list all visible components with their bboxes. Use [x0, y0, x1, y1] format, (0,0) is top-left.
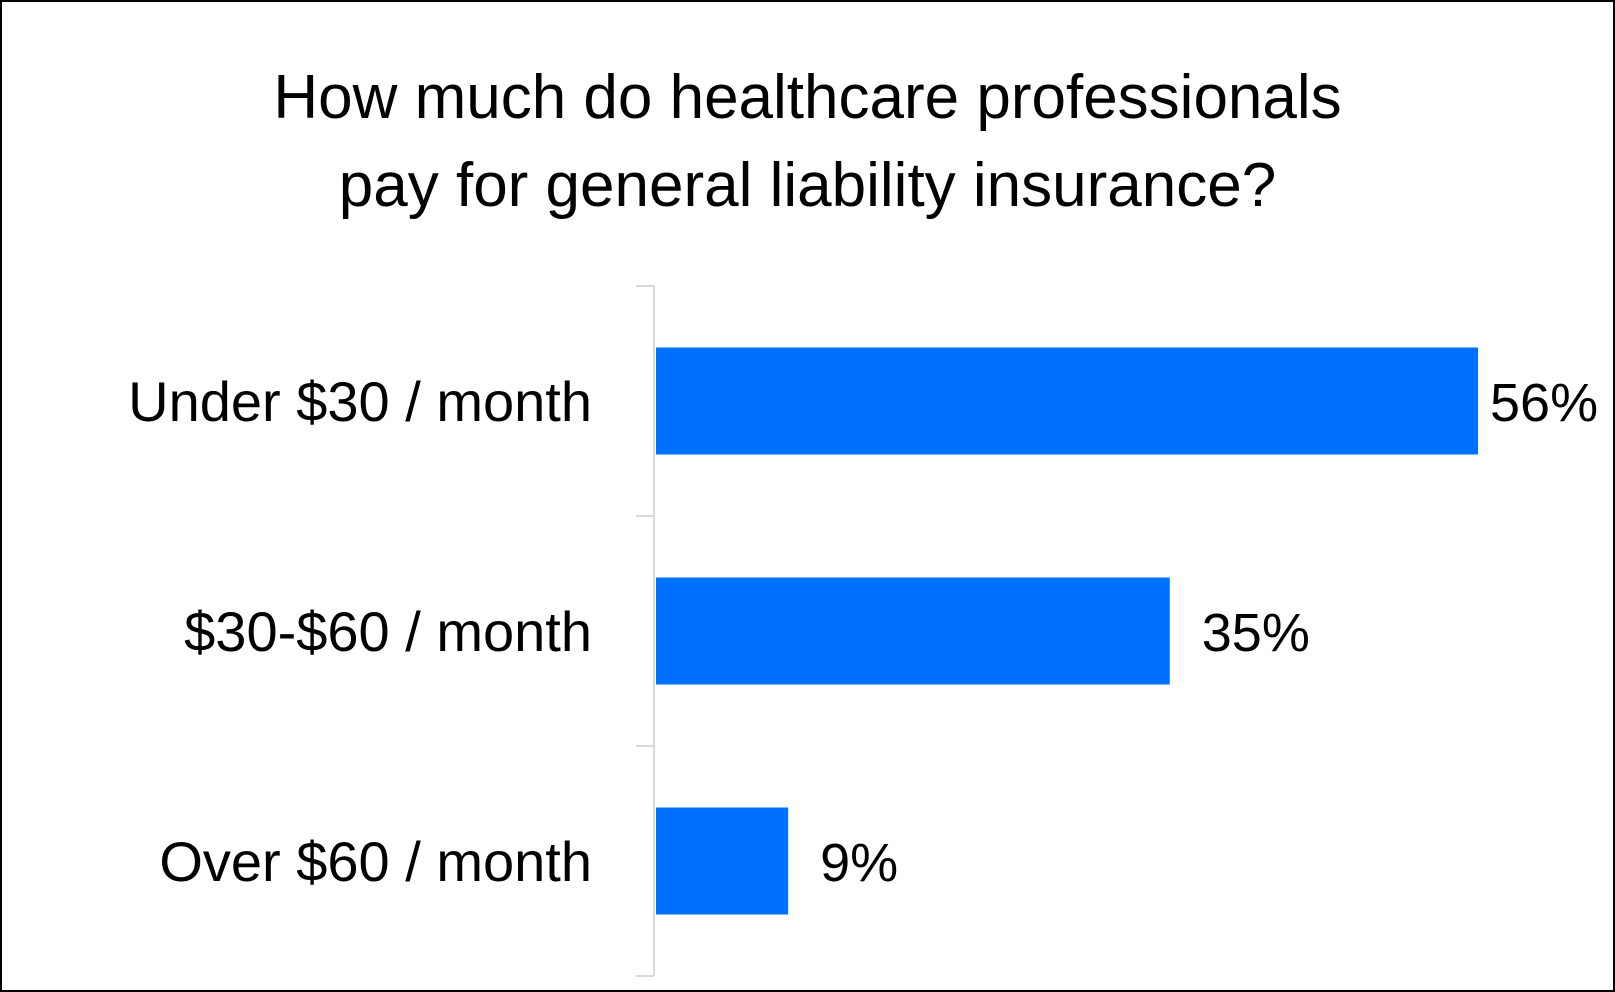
category-label: Under $30 / month: [128, 370, 592, 433]
bar: [656, 807, 789, 915]
bar: [656, 577, 1170, 685]
chart-title-line-1: How much do healthcare professionals: [273, 63, 1342, 132]
chart-title-line-2: pay for general liability insurance?: [338, 151, 1277, 220]
chart-title: How much do healthcare professionals pay…: [2, 54, 1613, 230]
category-label: $30-$60 / month: [184, 600, 592, 663]
bar: [656, 347, 1478, 455]
category-label: Over $60 / month: [159, 830, 592, 893]
value-label: 35%: [1202, 603, 1310, 663]
value-label: 56%: [1490, 373, 1598, 433]
value-label: 9%: [820, 833, 898, 893]
